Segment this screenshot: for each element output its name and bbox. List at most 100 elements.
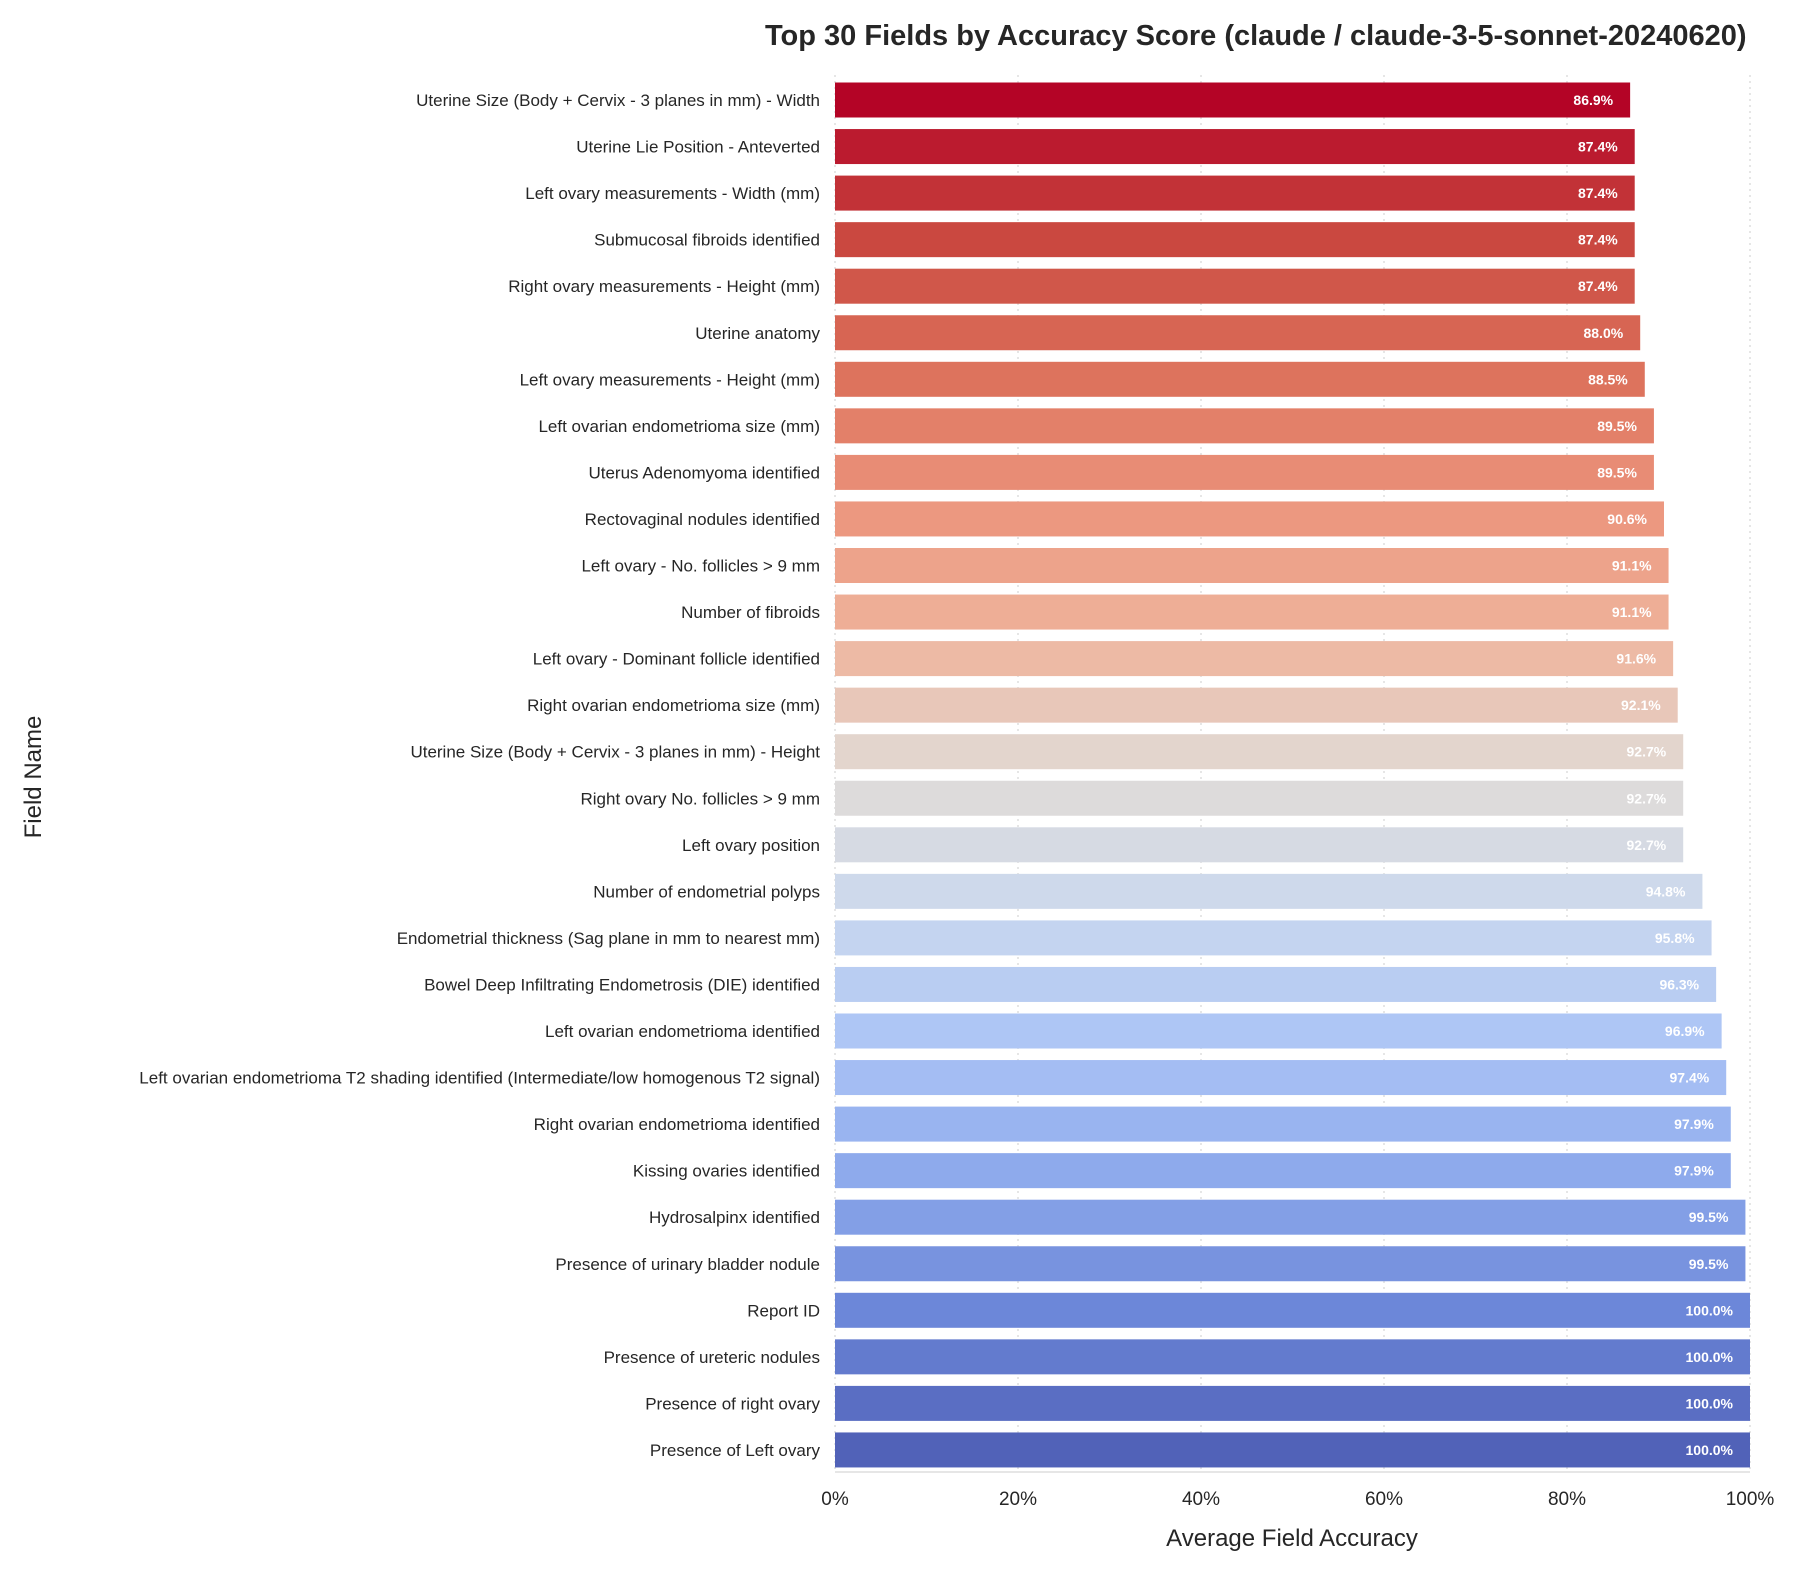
category-label: Right ovarian endometrioma size (mm) — [527, 696, 820, 715]
value-label: 91.1% — [1612, 558, 1652, 574]
category-label: Left ovarian endometrioma identified — [545, 1022, 820, 1041]
value-label: 89.5% — [1597, 418, 1637, 434]
category-label: Rectovaginal nodules identified — [585, 510, 820, 529]
value-label: 87.4% — [1578, 278, 1618, 294]
bar — [835, 315, 1641, 351]
bar — [835, 501, 1664, 537]
x-tick-label: 60% — [1365, 1489, 1403, 1510]
category-label: Hydrosalpinx identified — [649, 1208, 820, 1227]
bar — [835, 408, 1654, 444]
bar — [835, 548, 1669, 583]
value-label: 97.9% — [1674, 1116, 1714, 1132]
bar — [835, 268, 1635, 304]
bar — [835, 641, 1674, 677]
bar — [835, 1246, 1746, 1282]
category-label: Left ovary - Dominant follicle identifie… — [533, 650, 820, 669]
x-tick-label: 100% — [1726, 1489, 1775, 1510]
value-label: 97.4% — [1670, 1070, 1710, 1086]
value-label: 92.7% — [1627, 837, 1667, 853]
category-label: Submucosal fibroids identified — [594, 231, 820, 250]
bar — [835, 1106, 1731, 1142]
bar — [835, 734, 1684, 770]
bar — [835, 594, 1669, 630]
bar — [835, 82, 1631, 118]
value-labels: 86.9% 87.4% 87.4% 87.4% 87.4% 88.0% 88.5% 89.5%… — [1573, 92, 1733, 1458]
bar — [835, 454, 1654, 490]
bars — [835, 82, 1750, 1468]
category-label: Bowel Deep Infiltrating Endometrosis (DI… — [424, 975, 820, 994]
value-label: 99.5% — [1689, 1209, 1729, 1225]
category-label: Left ovary position — [682, 836, 820, 855]
bar — [835, 1385, 1750, 1421]
x-axis-label: Average Field Accuracy — [1166, 1525, 1418, 1552]
value-label: 91.1% — [1612, 604, 1652, 620]
category-label: Number of endometrial polyps — [593, 882, 820, 901]
value-label: 86.9% — [1573, 92, 1613, 108]
bar — [835, 1060, 1727, 1096]
bar — [835, 827, 1684, 863]
category-label: Uterine Size (Body + Cervix - 3 planes i… — [416, 91, 820, 110]
category-label: Left ovarian endometrioma size (mm) — [538, 417, 820, 436]
category-label: Uterine anatomy — [695, 324, 820, 343]
grid-lines — [834, 75, 1751, 1472]
category-label: Report ID — [747, 1301, 820, 1320]
category-label: Uterine Size (Body + Cervix - 3 planes i… — [410, 743, 820, 762]
category-label: Right ovary measurements - Height (mm) — [508, 277, 820, 296]
value-label: 91.6% — [1616, 651, 1656, 667]
bar — [835, 1153, 1731, 1189]
category-label: Presence of right ovary — [645, 1394, 820, 1413]
y-axis-label: Field Name — [20, 716, 47, 839]
x-tick-label: 20% — [999, 1489, 1037, 1510]
x-ticks: 0% 20% 40% 60% 80% 100% — [821, 1489, 1774, 1510]
bar — [835, 966, 1717, 1002]
category-label: Left ovary measurements - Height (mm) — [520, 370, 820, 389]
x-tick-label: 40% — [1182, 1489, 1220, 1510]
x-tick-label: 0% — [821, 1489, 849, 1510]
category-label: Left ovary measurements - Width (mm) — [525, 184, 820, 203]
value-label: 92.7% — [1627, 790, 1667, 806]
bar — [835, 129, 1635, 165]
bar — [835, 1013, 1722, 1049]
value-label: 95.8% — [1655, 930, 1695, 946]
bar — [835, 780, 1684, 816]
category-label: Uterus Adenomyoma identified — [588, 463, 820, 482]
value-label: 100.0% — [1686, 1395, 1734, 1411]
bar — [835, 222, 1635, 258]
bar — [835, 1199, 1746, 1235]
value-label: 96.3% — [1659, 976, 1699, 992]
bar — [835, 873, 1703, 909]
bar — [835, 1339, 1750, 1375]
value-label: 100.0% — [1686, 1442, 1734, 1458]
category-label: Presence of Left ovary — [650, 1441, 821, 1460]
value-label: 89.5% — [1597, 464, 1637, 480]
value-label: 88.5% — [1588, 371, 1628, 387]
value-label: 87.4% — [1578, 232, 1618, 248]
category-label: Endometrial thickness (Sag plane in mm t… — [397, 929, 820, 948]
category-label: Left ovarian endometrioma T2 shading ide… — [139, 1069, 820, 1088]
category-labels: Uterine Size (Body + Cervix - 3 planes i… — [139, 91, 820, 1460]
value-label: 96.9% — [1665, 1023, 1705, 1039]
value-label: 99.5% — [1689, 1256, 1729, 1272]
bar — [835, 361, 1645, 397]
category-label: Number of fibroids — [681, 603, 820, 622]
value-label: 100.0% — [1686, 1349, 1734, 1365]
value-label: 87.4% — [1578, 185, 1618, 201]
category-label: Right ovarian endometrioma identified — [534, 1115, 820, 1134]
bar — [835, 687, 1678, 723]
x-tick-label: 80% — [1548, 1489, 1586, 1510]
value-label: 90.6% — [1607, 511, 1647, 527]
value-label: 92.1% — [1621, 697, 1661, 713]
category-label: Presence of ureteric nodules — [604, 1348, 820, 1367]
category-label: Kissing ovaries identified — [633, 1162, 820, 1181]
value-label: 100.0% — [1686, 1302, 1734, 1318]
bar — [835, 1432, 1750, 1468]
value-label: 92.7% — [1627, 744, 1667, 760]
bar — [835, 1292, 1750, 1328]
category-label: Uterine Lie Position - Anteverted — [576, 138, 820, 157]
category-label: Right ovary No. follicles > 9 mm — [581, 789, 821, 808]
category-label: Presence of urinary bladder nodule — [555, 1255, 820, 1274]
value-label: 97.9% — [1674, 1163, 1714, 1179]
value-label: 94.8% — [1646, 883, 1686, 899]
value-label: 87.4% — [1578, 139, 1618, 155]
